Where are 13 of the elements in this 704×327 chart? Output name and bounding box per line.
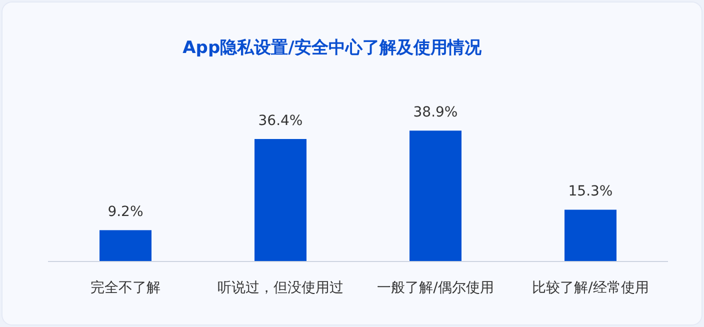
x-tick-label: 比较了解/经常使用	[532, 280, 649, 296]
bar	[254, 139, 306, 261]
data-label: 9.2%	[108, 204, 144, 220]
data-label: 38.9%	[413, 104, 458, 121]
chart-title: App隐私设置/安全中心了解及使用情况	[182, 38, 482, 58]
data-label: 36.4%	[258, 113, 303, 130]
bar	[410, 130, 462, 261]
x-tick-label: 一般了解/偶尔使用	[377, 280, 494, 296]
x-tick-label: 完全不了解	[90, 280, 160, 296]
x-tick-label: 听说过，但没使用过	[218, 280, 344, 296]
bar	[564, 210, 616, 261]
bar	[100, 230, 152, 261]
data-label: 15.3%	[568, 184, 613, 200]
